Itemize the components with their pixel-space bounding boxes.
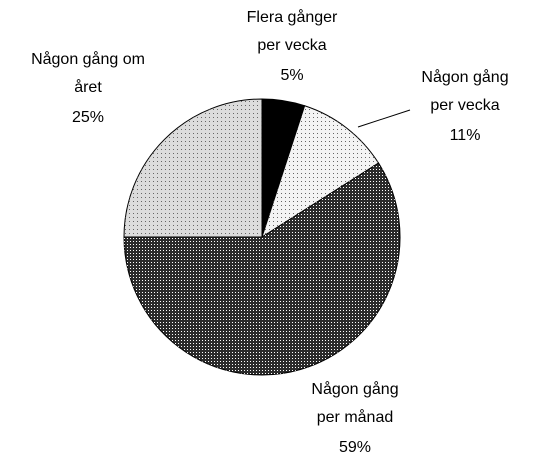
- slice-texture: [124, 163, 400, 376]
- slice-label: Någon gång: [421, 68, 508, 86]
- slice-texture: [262, 105, 379, 237]
- leader-line: [357, 109, 411, 128]
- slice-label: per vecka: [257, 37, 326, 54]
- slice-value-label: 5%: [280, 67, 303, 84]
- slice-value-label: 25%: [72, 109, 104, 126]
- slice-label: per vecka: [430, 97, 499, 114]
- slice-label: året: [74, 78, 102, 96]
- slice-texture: [124, 99, 262, 237]
- slice-label: per månad: [317, 408, 394, 426]
- slice-value-label: 11%: [450, 127, 481, 144]
- slice-label: Någon gång om: [31, 50, 145, 68]
- slice-label: Någon gång: [311, 380, 398, 398]
- slice-value-label: 59%: [339, 439, 371, 456]
- slice-label: Flera gånger: [247, 8, 338, 26]
